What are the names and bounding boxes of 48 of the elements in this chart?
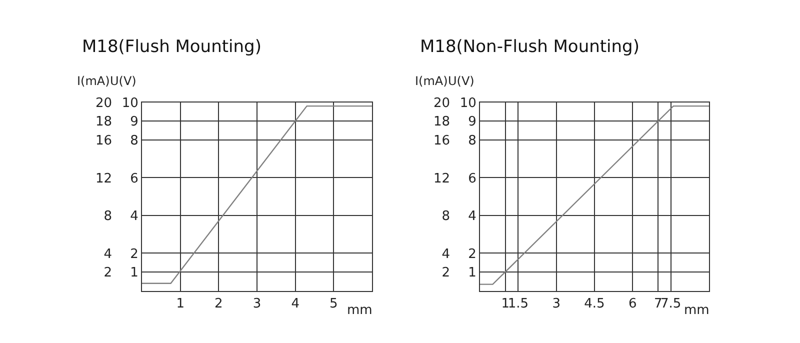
y2-tick-label: 8 <box>442 209 450 224</box>
x-tick-label: 7 <box>654 296 662 312</box>
x-tick-label: 7.5 <box>660 296 682 312</box>
x-tick-label: 2 <box>214 296 223 312</box>
x-tick-label: 4 <box>291 296 300 312</box>
x-tick-label: 5 <box>330 296 338 312</box>
y2-tick-label: 4 <box>104 246 112 262</box>
y-tick-label: 10 <box>460 96 476 111</box>
chart-title: M18(Non-Flush Mounting) <box>420 37 640 57</box>
x-tick-label: 1 <box>176 296 184 312</box>
chart-title: M18(Flush Mounting) <box>82 37 262 57</box>
y-axis-title: U(V) <box>110 74 136 88</box>
y-tick-label: 9 <box>130 114 138 130</box>
y2-tick-label: 12 <box>433 171 450 186</box>
x-tick-label: 6 <box>628 296 637 312</box>
x-tick-label: 1.5 <box>508 296 529 312</box>
y2-tick-label: 18 <box>95 114 112 130</box>
x-tick-label: 3 <box>252 296 262 312</box>
y-tick-label: 1 <box>468 266 476 281</box>
x-tick-label: 3 <box>552 296 560 312</box>
y-tick-label: 8 <box>130 134 138 149</box>
y-tick-label: 6 <box>130 171 138 186</box>
x-axis-title: mm <box>347 303 372 318</box>
y-axis-title: U(V) <box>448 74 474 88</box>
x-tick-label: 4.5 <box>584 296 605 312</box>
y-tick-label: 2 <box>468 246 476 262</box>
y-tick-label: 9 <box>468 114 476 130</box>
y2-tick-label: 16 <box>433 134 450 149</box>
y2-axis-title: I(mA) <box>77 74 110 88</box>
y2-tick-label: 16 <box>95 134 112 149</box>
y-tick-label: 4 <box>130 209 138 224</box>
y-tick-label: 2 <box>130 246 138 262</box>
x-tick-label: 1 <box>501 296 510 312</box>
y2-tick-label: 8 <box>104 209 112 224</box>
y-tick-label: 1 <box>130 266 138 281</box>
y2-tick-label: 20 <box>95 96 112 111</box>
y2-tick-label: 2 <box>442 266 450 281</box>
y2-tick-label: 2 <box>104 266 112 281</box>
y2-axis-title: I(mA) <box>415 74 448 88</box>
y-tick-label: 8 <box>468 134 476 149</box>
y2-tick-label: 12 <box>95 171 112 186</box>
y-tick-label: 10 <box>122 96 138 111</box>
y2-tick-label: 20 <box>433 96 450 111</box>
y2-tick-label: 4 <box>442 246 450 262</box>
y2-tick-label: 18 <box>433 114 450 130</box>
x-axis-title: mm <box>684 303 710 318</box>
y-tick-label: 4 <box>468 209 476 224</box>
y-tick-label: 6 <box>468 171 476 186</box>
